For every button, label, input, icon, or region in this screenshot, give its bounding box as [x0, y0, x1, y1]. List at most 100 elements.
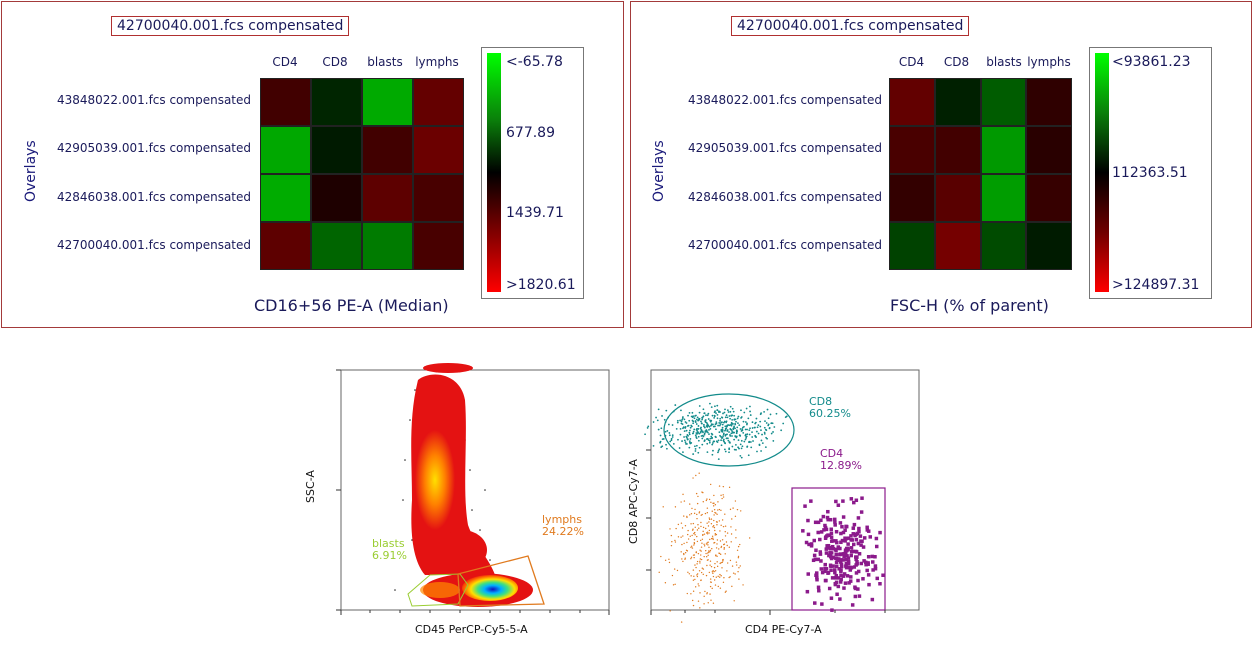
event-dot — [859, 510, 864, 514]
event-dot — [671, 541, 673, 543]
heatmap-cell[interactable] — [934, 78, 981, 126]
event-dot — [706, 564, 708, 567]
event-dot — [712, 602, 715, 604]
event-dot — [801, 529, 805, 533]
heatmap-cell[interactable] — [980, 174, 1027, 222]
heatmap-cell[interactable] — [889, 126, 935, 174]
event-dot — [695, 437, 698, 439]
heatmap-cell[interactable] — [889, 78, 935, 126]
heatmap-cell[interactable] — [980, 222, 1027, 270]
event-dot — [707, 551, 710, 553]
event-dot — [742, 420, 745, 423]
heatmap-cell[interactable] — [1026, 126, 1072, 174]
event-dot — [861, 545, 866, 549]
heatmap-cell[interactable] — [311, 126, 362, 174]
event-dot — [692, 590, 695, 592]
heatmap-cell[interactable] — [1026, 222, 1072, 270]
event-dot — [679, 419, 681, 422]
event-dot — [720, 494, 722, 497]
heatmap-cell[interactable] — [413, 222, 464, 270]
event-dot — [700, 554, 702, 556]
heatmap-cell[interactable] — [311, 78, 362, 126]
heatmap-cell[interactable] — [362, 78, 413, 126]
heatmap-cell[interactable] — [260, 222, 311, 270]
heatmap-cell[interactable] — [980, 126, 1027, 174]
event-dot — [728, 546, 731, 548]
heatmap-cell[interactable] — [934, 126, 981, 174]
event-dot — [696, 431, 699, 434]
event-dot — [878, 582, 882, 586]
event-dot — [722, 496, 725, 498]
event-dot — [738, 567, 740, 569]
event-dot — [710, 518, 713, 520]
event-dot — [692, 430, 695, 433]
event-dot — [818, 550, 823, 554]
heatmap-cell[interactable] — [311, 222, 362, 270]
event-dot — [830, 544, 835, 549]
event-dot — [720, 562, 722, 564]
event-dot — [723, 440, 725, 443]
heatmap-cell[interactable] — [362, 222, 413, 270]
density-plot-svg[interactable] — [300, 360, 620, 642]
event-dot — [721, 567, 723, 569]
event-dot — [839, 577, 843, 582]
event-dot — [729, 405, 732, 408]
event-dot — [839, 564, 844, 569]
heatmap-cell[interactable] — [260, 174, 311, 222]
heatmap-grid[interactable] — [889, 78, 1072, 270]
event-dot — [709, 564, 711, 566]
event-dot — [723, 448, 726, 451]
event-dot — [705, 532, 708, 534]
event-dot — [725, 427, 728, 430]
event-dot — [693, 445, 696, 448]
event-dot — [744, 434, 747, 437]
heatmap-cell[interactable] — [260, 126, 311, 174]
heatmap-cell[interactable] — [934, 174, 981, 222]
event-dot — [739, 428, 742, 430]
heatmap-cell[interactable] — [362, 126, 413, 174]
event-dot — [732, 410, 735, 413]
event-dot — [707, 602, 709, 604]
dot-plot-svg[interactable] — [615, 360, 935, 642]
event-dot — [841, 499, 845, 503]
event-dot — [722, 435, 724, 438]
heatmap-cell[interactable] — [889, 174, 935, 222]
event-dot — [717, 449, 720, 452]
event-dot — [749, 414, 752, 416]
event-dot — [844, 536, 849, 541]
event-dot — [701, 491, 703, 493]
heatmap-cell[interactable] — [889, 222, 935, 270]
heatmap-cell[interactable] — [934, 222, 981, 270]
event-dot — [700, 514, 702, 517]
event-dot — [697, 524, 699, 526]
heatmap-cell[interactable] — [413, 174, 464, 222]
file-title[interactable]: 42700040.001.fcs compensated — [111, 16, 350, 36]
event-dot — [760, 450, 762, 452]
heatmap-cell[interactable] — [311, 174, 362, 222]
event-dot — [668, 432, 671, 434]
event-dot — [829, 531, 834, 535]
heatmap-cell[interactable] — [260, 78, 311, 126]
heatmap-cell[interactable] — [413, 78, 464, 126]
event-dot — [705, 414, 707, 417]
heatmap-metric-label[interactable]: FSC-H (% of parent) — [890, 296, 1049, 315]
event-dot — [695, 566, 697, 569]
heatmap-cell[interactable] — [362, 174, 413, 222]
heatmap-cell[interactable] — [413, 126, 464, 174]
scale-max-label: <-65.78 — [506, 54, 563, 70]
event-dot — [722, 558, 724, 561]
event-dot — [700, 430, 703, 432]
heatmap-cell[interactable] — [1026, 174, 1072, 222]
heatmap-grid[interactable] — [260, 78, 464, 270]
heatmap-cell[interactable] — [1026, 78, 1072, 126]
event-dot — [693, 575, 695, 577]
file-title[interactable]: 42700040.001.fcs compensated — [731, 16, 970, 36]
heatmap-metric-label[interactable]: CD16+56 PE-A (Median) — [254, 296, 449, 315]
event-dot — [720, 545, 723, 548]
event-dot — [677, 438, 679, 441]
event-dot — [696, 563, 698, 565]
heatmap-panel-fsc: 42700040.001.fcs compensated Overlays CD… — [630, 1, 1252, 328]
event-dot — [693, 539, 696, 541]
heatmap-cell[interactable] — [980, 78, 1027, 126]
event-dot — [681, 417, 684, 420]
